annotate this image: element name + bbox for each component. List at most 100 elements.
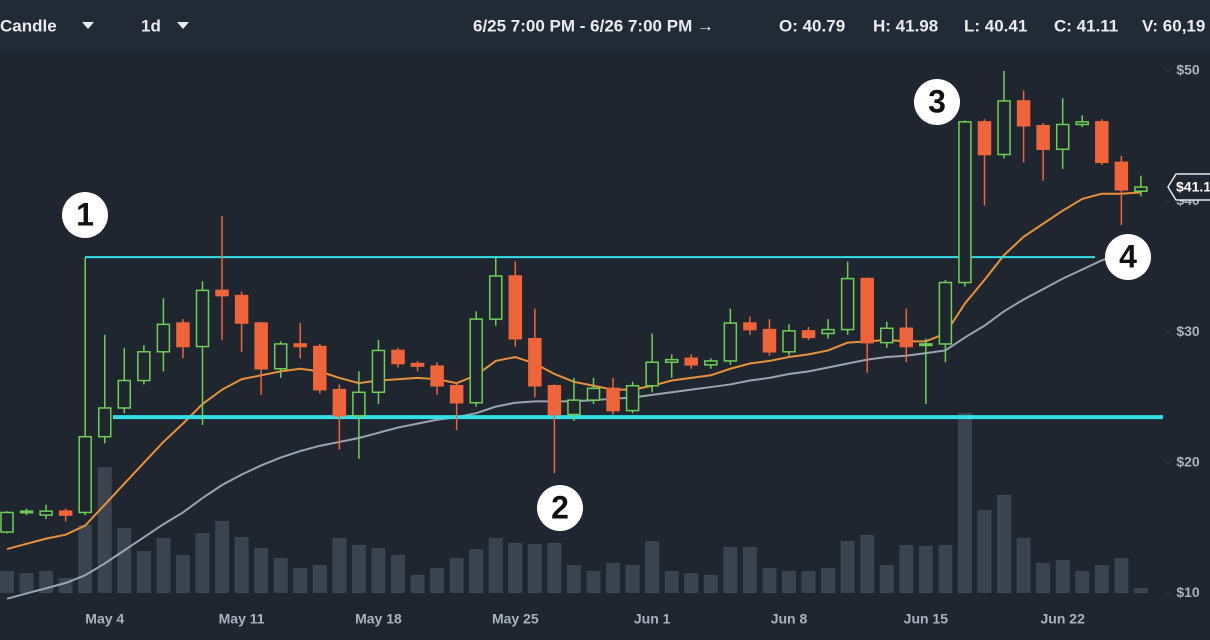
price-tag-label: $41.1 (1176, 179, 1210, 195)
volume: V: 60,19 (1142, 16, 1205, 35)
candle-body (1036, 125, 1050, 151)
candle-body (98, 407, 112, 438)
volume-bar (351, 545, 366, 593)
x-tick-label: May 18 (355, 611, 402, 627)
candle-body (1134, 186, 1148, 192)
volume-bar (723, 547, 738, 593)
candle-body (997, 100, 1011, 156)
dropdown-icon[interactable] (177, 22, 189, 29)
volume-bar (0, 571, 14, 593)
chart-type[interactable]: Candle (0, 16, 57, 35)
candle-body (762, 328, 777, 353)
volume-bar (684, 573, 699, 593)
volume-bar (1055, 560, 1070, 593)
volume-bar (19, 573, 34, 593)
candle-body (880, 327, 894, 344)
volume-bar (1036, 563, 1051, 593)
volume-bar (97, 467, 112, 593)
annotation-label: 2 (551, 489, 569, 525)
volume-bar (449, 558, 464, 593)
candle-body (313, 345, 327, 391)
volume-bar (371, 548, 386, 593)
candle-body (430, 365, 444, 387)
y-tick-label: $50 (1176, 62, 1200, 78)
candle-body (254, 322, 268, 370)
y-tick-label: $10 (1176, 584, 1200, 600)
volume-bar (840, 541, 855, 593)
candle-body (704, 360, 718, 366)
volume-bar (117, 528, 132, 593)
x-tick-label: May 11 (219, 611, 265, 627)
volume-bar (430, 568, 445, 593)
candle-body (586, 387, 601, 401)
candle-body (801, 330, 816, 339)
volume-bar (860, 535, 875, 593)
candle-body (606, 387, 620, 412)
volume-bar (801, 571, 816, 593)
candle-body (625, 384, 640, 412)
candle-body (410, 362, 425, 367)
candle-body (78, 435, 92, 514)
candle-body (371, 349, 386, 394)
annotation-badge (914, 79, 960, 125)
volume-bar (488, 538, 503, 593)
volume-bar (566, 565, 581, 593)
candle-body (1114, 161, 1129, 191)
candle-body (58, 510, 73, 516)
volume-bar (606, 563, 621, 593)
x-tick-label: Jun 8 (771, 611, 808, 627)
annotation-badge (1105, 234, 1151, 280)
low: L: 40.41 (964, 16, 1027, 35)
candle-body (489, 275, 503, 320)
candle-body (782, 330, 796, 353)
volume-bar (78, 525, 93, 593)
candle-body (743, 322, 757, 331)
volume-bar (469, 549, 484, 593)
volume-bar (821, 568, 836, 593)
annotation-label: 3 (928, 83, 946, 119)
volume-bar (527, 544, 542, 593)
volume-bar (215, 521, 230, 593)
candle-body (723, 322, 738, 362)
volume-bar (508, 543, 523, 593)
candle-body (391, 349, 405, 365)
volume-bar (997, 495, 1012, 593)
candle-body (273, 343, 288, 370)
candle-body (1055, 123, 1070, 151)
volume-bar (703, 575, 718, 593)
volume-bar (1075, 571, 1090, 593)
annotation-badge (537, 485, 583, 531)
candle-body (215, 289, 229, 297)
x-tick-label: Jun 15 (904, 611, 949, 627)
date-range: 6/25 7:00 PM - 6/26 7:00 PM → (473, 16, 714, 35)
volume-bar (273, 558, 288, 593)
candle-body (449, 384, 464, 404)
candle-body (840, 277, 855, 331)
candle-body (176, 322, 190, 348)
candle-body (547, 384, 562, 416)
x-tick-label: Jun 1 (634, 611, 671, 627)
candle-body (234, 294, 249, 324)
high: H: 41.98 (873, 16, 938, 35)
candle-body (1095, 121, 1109, 164)
volume-bar (195, 533, 210, 593)
dropdown-icon[interactable] (82, 22, 94, 29)
y-tick-label: $30 (1176, 323, 1200, 339)
volume-bar (312, 565, 327, 593)
volume-bar (742, 547, 757, 593)
volume-bar (1094, 565, 1109, 593)
volume-bar (391, 555, 405, 593)
candle-body (821, 328, 835, 335)
candle-body (664, 358, 679, 363)
volume-bar (156, 538, 171, 593)
annotation-label: 4 (1119, 238, 1137, 274)
candle-body (19, 510, 34, 514)
volume-bar (293, 568, 308, 593)
x-tick-label: May 4 (85, 611, 124, 627)
candle-body (528, 337, 542, 387)
interval[interactable]: 1d (141, 16, 161, 35)
volume-bar (1114, 558, 1129, 593)
volume-bar (1016, 538, 1031, 593)
